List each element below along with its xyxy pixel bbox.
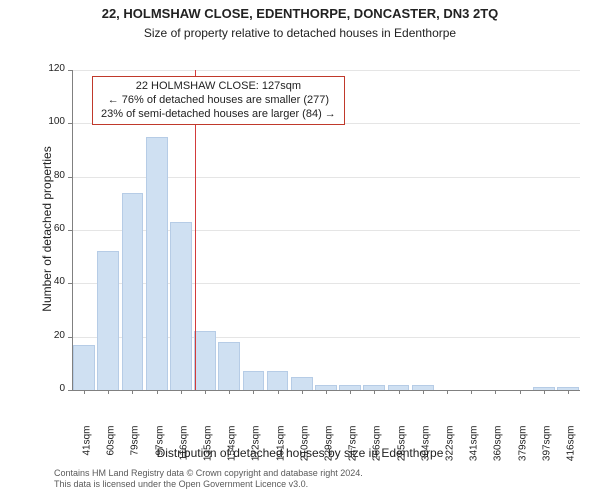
histogram-bar [146, 137, 168, 390]
chart-title: 22, HOLMSHAW CLOSE, EDENTHORPE, DONCASTE… [0, 6, 600, 21]
histogram-bar [218, 342, 240, 390]
xtick-mark [205, 390, 206, 394]
footer-line2: This data is licensed under the Open Gov… [54, 479, 363, 490]
xtick-mark [253, 390, 254, 394]
xtick-mark [423, 390, 424, 394]
xtick-mark [520, 390, 521, 394]
xtick-mark [350, 390, 351, 394]
footer-line1: Contains HM Land Registry data © Crown c… [54, 468, 363, 479]
grid-line [72, 70, 580, 71]
xtick-mark [544, 390, 545, 394]
callout-line1: 22 HOLMSHAW CLOSE: 127sqm [101, 80, 336, 94]
callout-line2: ← 76% of detached houses are smaller (27… [101, 94, 336, 108]
ytick-label: 0 [37, 383, 65, 394]
xtick-mark [132, 390, 133, 394]
histogram-bar [73, 345, 95, 390]
xtick-mark [84, 390, 85, 394]
histogram-bar [170, 222, 192, 390]
xtick-mark [495, 390, 496, 394]
xtick-mark [108, 390, 109, 394]
xtick-mark [278, 390, 279, 394]
y-axis-label: Number of detached properties [40, 104, 54, 354]
xtick-mark [302, 390, 303, 394]
callout-box: 22 HOLMSHAW CLOSE: 127sqm← 76% of detach… [92, 76, 345, 125]
histogram-bar [194, 331, 216, 390]
xtick-mark [181, 390, 182, 394]
xtick-mark [399, 390, 400, 394]
ytick-label: 120 [37, 63, 65, 74]
xtick-mark [229, 390, 230, 394]
chart-subtitle: Size of property relative to detached ho… [0, 26, 600, 40]
histogram-bar [97, 251, 119, 390]
x-axis-label: Distribution of detached houses by size … [0, 446, 600, 460]
callout-line3: 23% of semi-detached houses are larger (… [101, 108, 336, 122]
histogram-bar [267, 371, 289, 390]
histogram-bar [122, 193, 144, 390]
xtick-mark [374, 390, 375, 394]
histogram-bar [243, 371, 265, 390]
xtick-mark [157, 390, 158, 394]
xtick-mark [568, 390, 569, 394]
y-axis [72, 70, 73, 390]
footer: Contains HM Land Registry data © Crown c… [54, 468, 363, 491]
xtick-mark [471, 390, 472, 394]
histogram-bar [291, 377, 313, 390]
xtick-mark [447, 390, 448, 394]
xtick-mark [326, 390, 327, 394]
